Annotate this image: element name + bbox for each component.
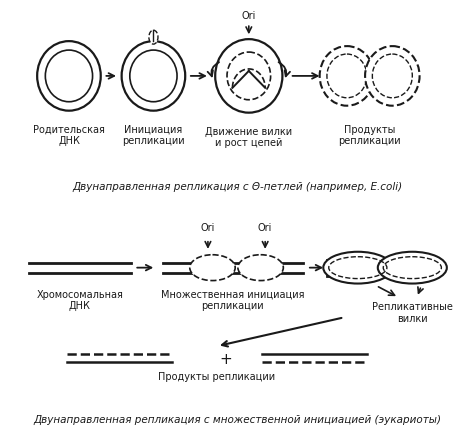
Circle shape [319,46,374,106]
Ellipse shape [323,252,392,284]
Text: Репликативные
вилки: Репликативные вилки [372,302,453,324]
Text: Движение вилки
и рост цепей: Движение вилки и рост цепей [205,127,292,148]
Text: Хромосомальная
ДНК: Хромосомальная ДНК [36,290,123,311]
Text: Ori: Ori [242,11,256,21]
Text: Продукты
репликации: Продукты репликации [338,124,401,146]
Ellipse shape [378,252,447,284]
Ellipse shape [149,30,158,44]
Text: Родительская
ДНК: Родительская ДНК [33,124,105,146]
Text: +: + [220,351,232,366]
Ellipse shape [238,255,283,281]
Circle shape [365,46,419,106]
Ellipse shape [190,255,235,281]
Text: Двунаправленная репликация с Θ-петлей (например, E.coli): Двунаправленная репликация с Θ-петлей (н… [72,182,402,192]
Text: Продукты репликации: Продукты репликации [158,372,275,382]
Text: Множественная инициация
репликации: Множественная инициация репликации [161,290,304,311]
Text: Двунаправленная репликация с множественной инициацией (эукариоты): Двунаправленная репликация с множественн… [33,415,441,425]
Text: Ori: Ori [258,223,273,233]
Text: Ori: Ori [201,223,215,233]
Text: Инициация
репликации: Инициация репликации [122,124,185,146]
